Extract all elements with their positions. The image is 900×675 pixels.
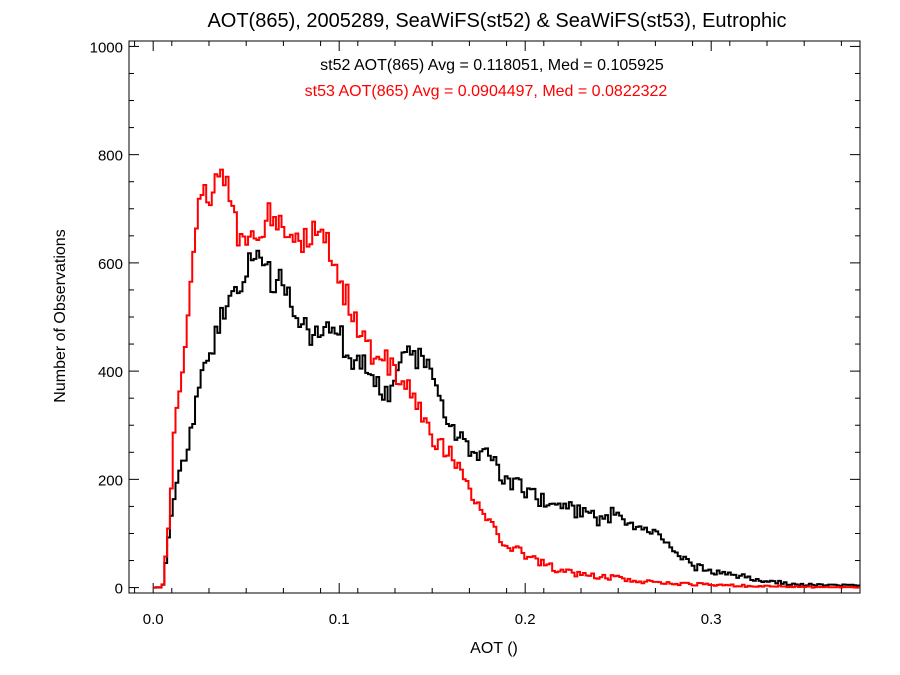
x-tick-label: 0.2 [515,611,536,628]
y-tick-label: 0 [115,581,123,598]
series-st52-histogram [153,249,861,589]
y-tick-label: 400 [98,364,123,381]
x-tick-label: 0.1 [329,611,350,628]
x-tick-label: 0.0 [143,611,164,628]
x-axis: 0.0 0.1 0.2 0.3 [134,41,842,628]
y-axis-label: Number of Observations [52,229,69,402]
y-tick-label: 800 [98,148,123,165]
y-tick-label: 1000 [90,39,123,56]
x-axis-label: AOT () [470,640,518,657]
plot-frame [128,40,861,594]
st52-stats-label: st52 AOT(865) Avg = 0.118051, Med = 0.10… [320,57,664,74]
series-group [153,168,861,589]
x-tick-label: 0.3 [701,611,722,628]
y-tick-label: 200 [98,472,123,489]
y-tick-label: 600 [98,256,123,273]
series-st53-histogram [153,168,860,589]
st53-stats-label: st53 AOT(865) Avg = 0.0904497, Med = 0.0… [305,83,668,100]
y-axis: 0 200 400 600 800 1000 [90,39,860,598]
chart-title: AOT(865), 2005289, SeaWiFS(st52) & SeaWi… [207,10,786,32]
